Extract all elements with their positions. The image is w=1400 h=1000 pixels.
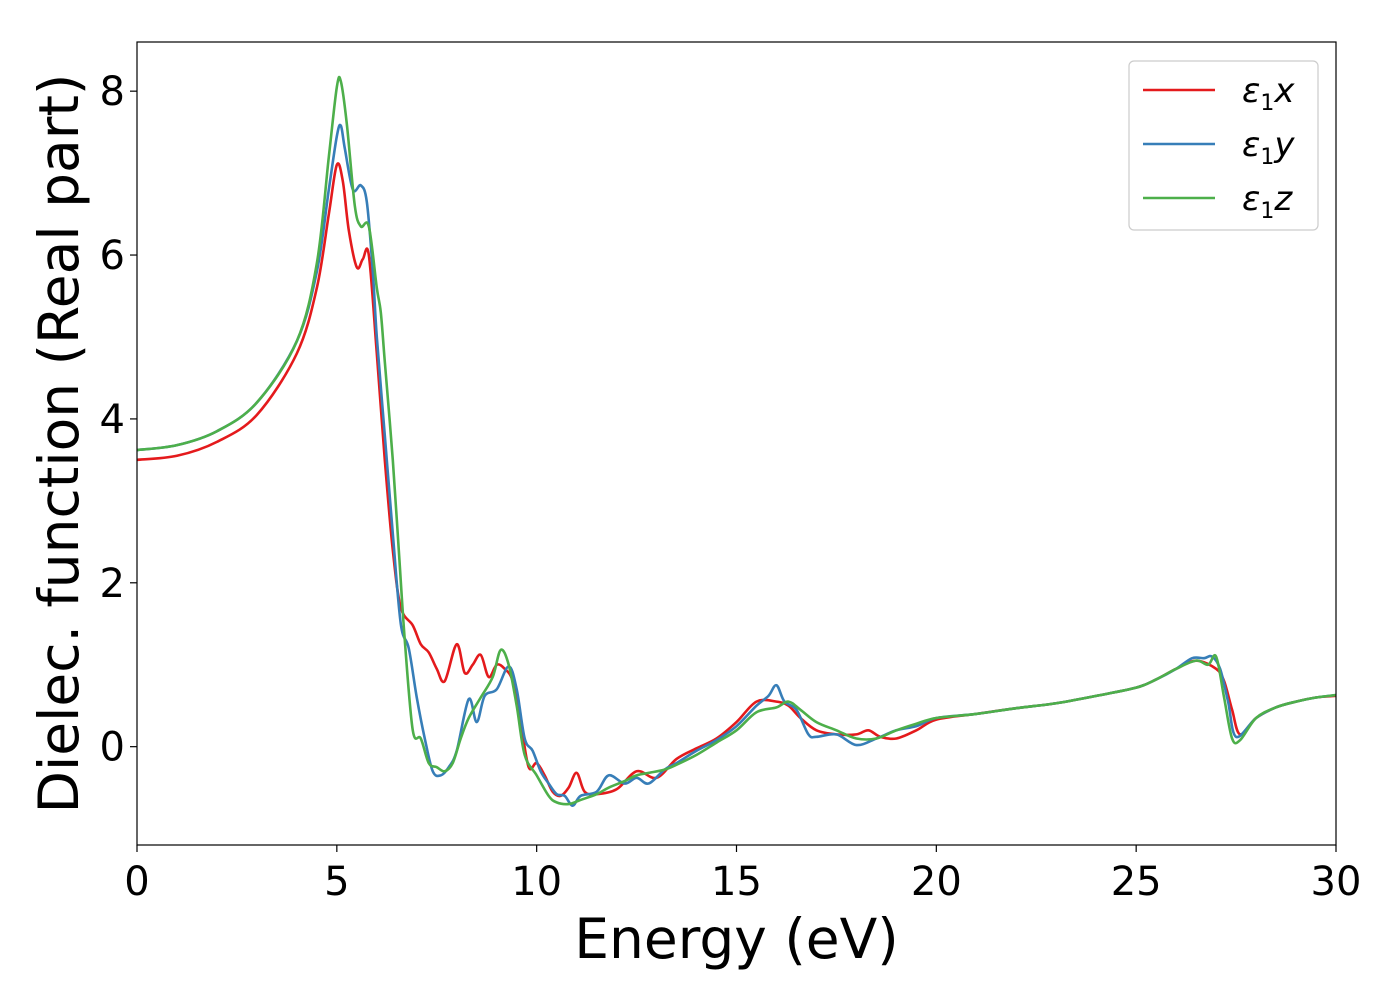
x-tick-label: 5 — [324, 859, 349, 905]
y-tick-label: 4 — [100, 397, 125, 443]
x-tick-label: 30 — [1311, 859, 1362, 905]
y-tick-label: 6 — [100, 233, 125, 279]
y-tick-label: 8 — [100, 69, 125, 115]
series-layer — [137, 75, 1336, 807]
legend-label-y: ε1y — [1242, 125, 1295, 170]
x-tick-label: 15 — [711, 859, 762, 905]
y-tick-label: 2 — [100, 561, 125, 607]
x-tick-label: 0 — [124, 859, 149, 905]
y-axis-title: Dielec. function (Real part) — [27, 74, 91, 814]
ticks-layer: 0 5 10 15 20 25 30 0 2 4 6 8 — [100, 69, 1362, 905]
y-tick-label: 0 — [100, 725, 125, 771]
legend-label-x: ε1x — [1242, 71, 1295, 116]
legend: ε1x ε1y ε1z — [1128, 60, 1319, 231]
series-line-z — [137, 75, 1336, 806]
x-tick-label: 20 — [911, 859, 962, 905]
x-axis-title: Energy (eV) — [574, 907, 898, 971]
x-tick-label: 25 — [1111, 859, 1162, 905]
legend-label-z: ε1z — [1242, 179, 1293, 224]
x-tick-label: 10 — [511, 859, 562, 905]
legend-box — [1128, 60, 1319, 231]
